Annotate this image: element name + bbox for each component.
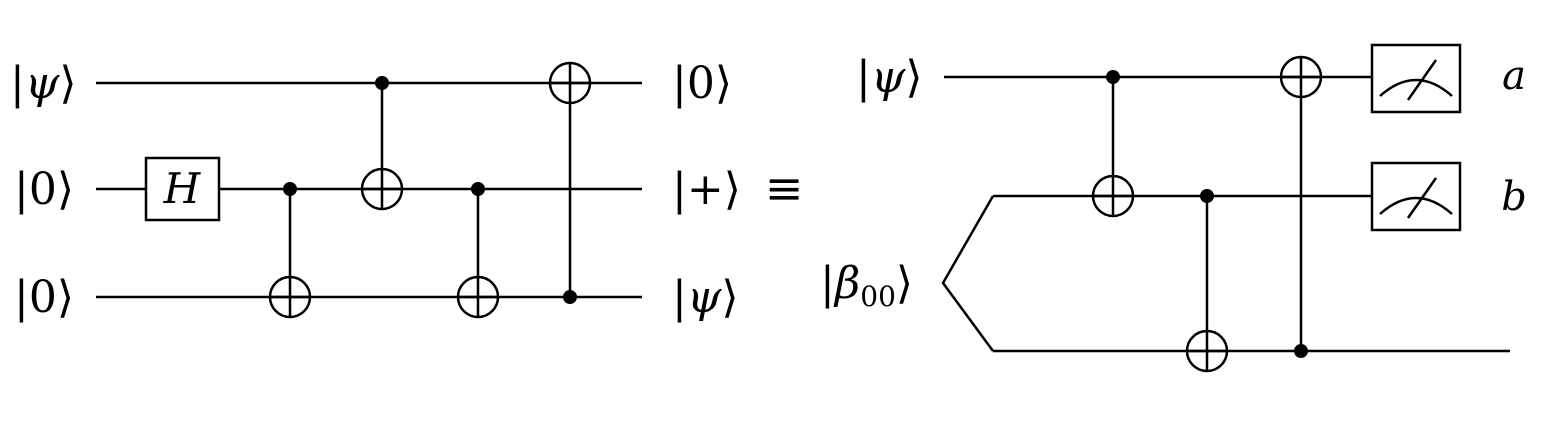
left-input-1: |0⟩ — [14, 164, 74, 215]
bell-pair-bracket — [941, 195, 995, 352]
measurement-output-a: a — [1502, 53, 1526, 99]
measurement-meter-0 — [1370, 43, 1462, 114]
cnot-3-control — [471, 182, 485, 196]
right-input-psi: |ψ⟩ — [856, 52, 923, 103]
cnot-4-control — [563, 290, 577, 304]
left-output-2: |ψ⟩ — [672, 272, 739, 323]
measurement-meter-1 — [1370, 161, 1462, 232]
equivalence-symbol: ≡ — [765, 161, 804, 215]
svg-text:|β00⟩: |β00⟩ — [820, 258, 913, 313]
hadamard-gate-box — [144, 156, 221, 222]
right-cnot-1-control — [1106, 70, 1120, 84]
cnot-2-control — [375, 76, 389, 90]
svg-text:|ψ⟩: |ψ⟩ — [856, 52, 923, 103]
svg-text:|+⟩: |+⟩ — [672, 164, 741, 215]
right-input-bell: |β00⟩ — [820, 258, 913, 313]
svg-text:|0⟩: |0⟩ — [672, 58, 732, 109]
left-circuit — [96, 61, 642, 319]
left-output-1: |+⟩ — [672, 164, 741, 215]
left-input-0: |ψ⟩ — [10, 58, 77, 109]
right-cnot-2-control — [1200, 189, 1214, 203]
cnot-1-control — [283, 182, 297, 196]
hadamard-label: H — [163, 164, 202, 213]
left-input-2: |0⟩ — [14, 272, 74, 323]
svg-text:|0⟩: |0⟩ — [14, 272, 74, 323]
left-output-0: |0⟩ — [672, 58, 732, 109]
measurement-output-b: b — [1501, 174, 1527, 220]
right-circuit — [941, 43, 1510, 373]
svg-text:|ψ⟩: |ψ⟩ — [10, 58, 77, 109]
right-cnot-3-control — [1294, 344, 1308, 358]
svg-text:|0⟩: |0⟩ — [14, 164, 74, 215]
svg-text:|ψ⟩: |ψ⟩ — [672, 272, 739, 323]
